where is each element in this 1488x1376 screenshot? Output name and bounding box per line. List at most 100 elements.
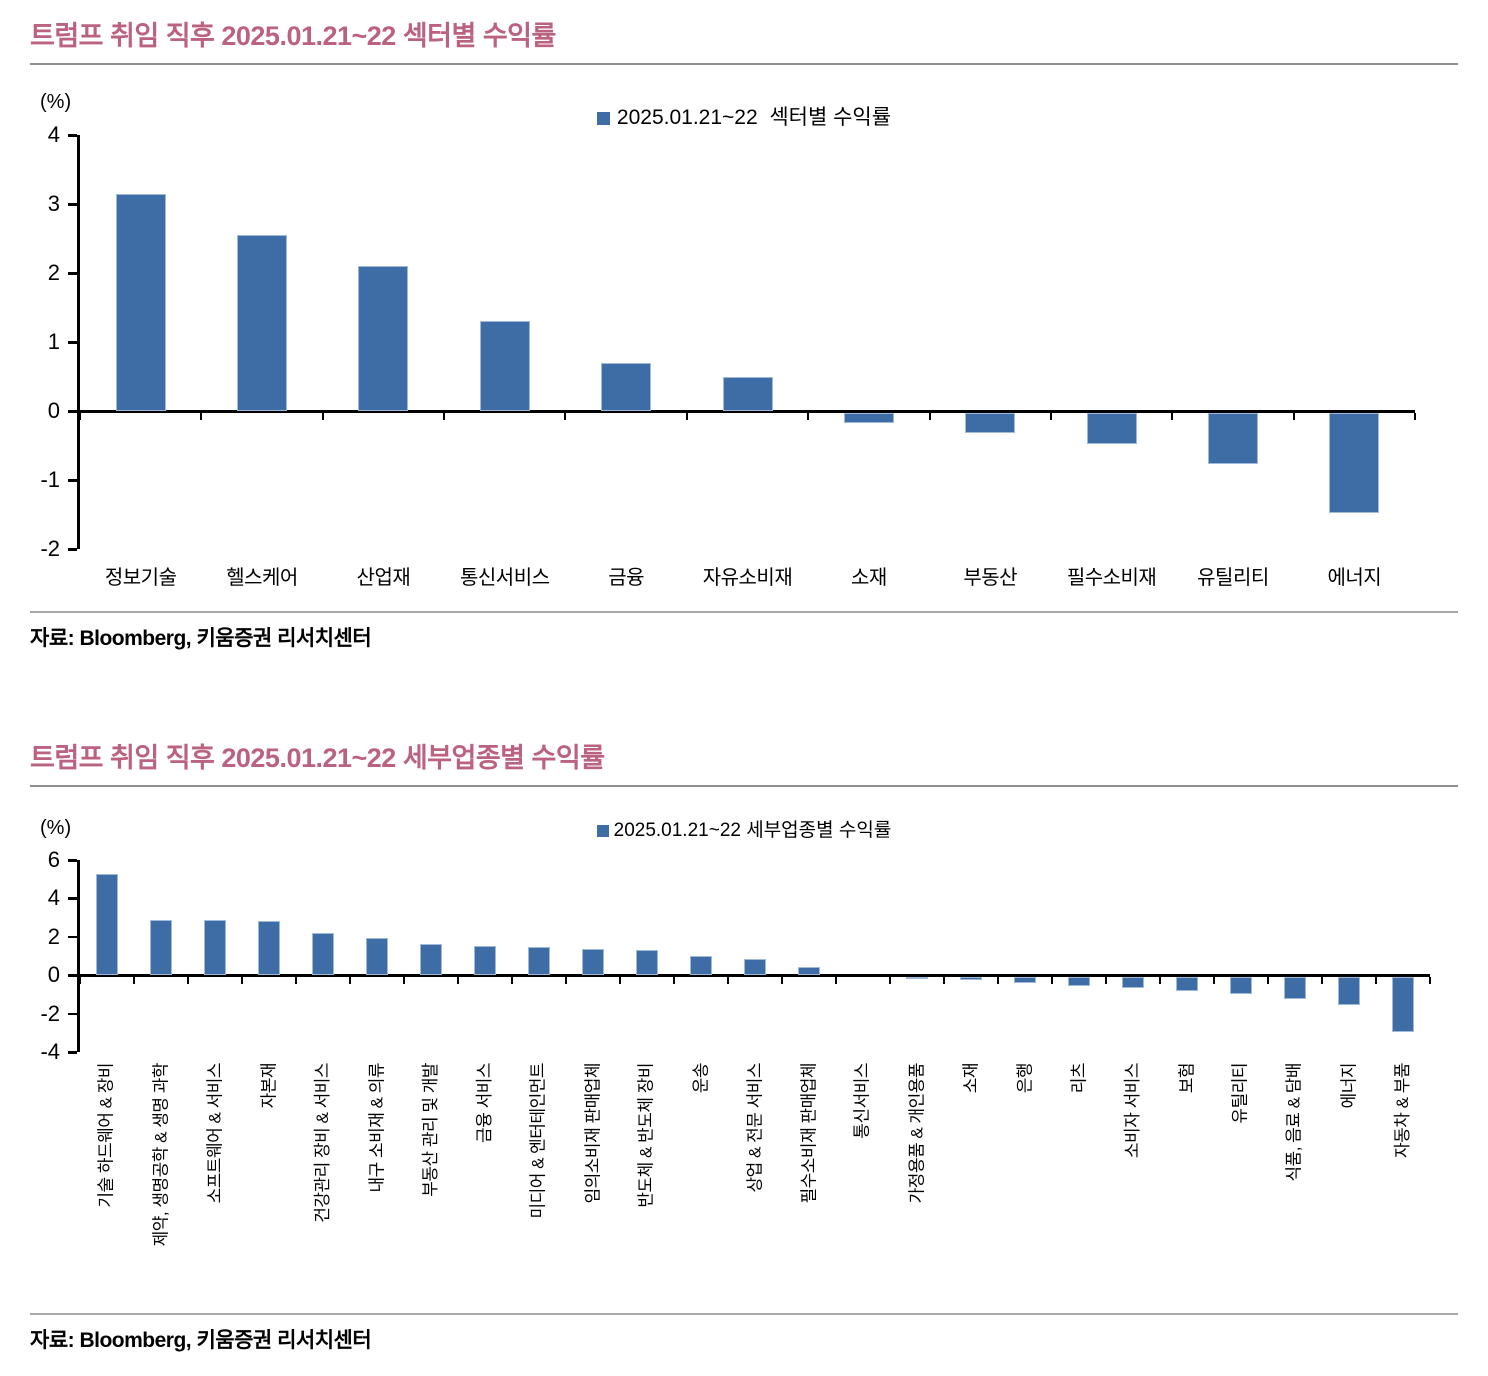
x-axis-label: 에너지 [1339,1063,1358,1109]
bar [115,193,166,411]
bar [1176,976,1198,992]
x-axis-label: 자유소비재 [702,567,793,589]
chart-bottom-divider [30,611,1458,613]
chart-bottom-divider [30,1313,1458,1315]
x-axis-tick [1213,976,1215,984]
y-axis-line [77,135,80,549]
x-axis-label: 리츠 [1069,1063,1088,1094]
y-axis-tick [68,134,77,137]
x-axis-tick [241,976,243,984]
x-axis-tick [928,412,931,420]
page-title: 트럼프 취임 직후 2025.01.21~22 세부업종별 수익률 [30,743,605,773]
y-axis-tick [68,203,77,206]
bar [150,919,172,976]
y-axis-tick-label: -4 [40,1039,60,1064]
y-axis-tick [68,1012,77,1016]
bar [1086,412,1137,444]
title-divider [30,63,1458,65]
x-axis-label: 에너지 [1327,567,1382,589]
x-axis-label: 은행 [1015,1063,1034,1094]
source-note: 자료: Bloomberg, 키움증권 리서치센터 [30,627,372,650]
x-axis-label: 임의소비재 판매업체 [583,1063,602,1204]
bar [474,946,496,976]
y-axis-tick-label: -2 [40,536,60,561]
y-axis-tick-label: 3 [47,191,60,216]
y-axis-tick-label: 4 [47,885,60,911]
x-axis-label: 소비자 서비스 [1123,1063,1142,1159]
title-divider [30,785,1458,787]
x-axis-tick [673,976,675,984]
bar [690,956,712,976]
x-axis-label: 필수소비재 [1066,567,1157,589]
x-axis-label: 금융 [608,567,645,589]
x-axis-tick [564,412,567,420]
x-axis-label: 자동차 & 부품 [1393,1063,1412,1158]
x-axis-label: 식품, 음료 & 담배 [1285,1063,1304,1182]
x-axis-label: 통신서비스 [853,1063,872,1139]
x-axis-label: 보험 [1177,1063,1196,1094]
x-axis-label: 건강관리 장비 & 서비스 [313,1063,332,1223]
x-axis-label: 상업 & 전문 서비스 [745,1063,764,1193]
bar [601,362,652,411]
page-title: 트럼프 취임 직후 2025.01.21~22 섹터별 수익률 [30,21,556,51]
bar [96,874,118,976]
x-axis-tick [1292,412,1295,420]
x-axis-label: 부동산 [963,567,1018,589]
x-axis-label: 필수소비재 판매업체 [799,1063,818,1204]
x-axis-tick [511,976,513,984]
y-axis-tick [68,897,77,900]
y-axis-tick-label: 4 [47,122,60,147]
y-axis-tick-label: 2 [47,260,60,285]
bar [965,412,1016,434]
x-axis-tick [443,412,446,420]
bar [479,321,530,411]
bar [1338,976,1360,1006]
x-axis-tick [835,976,837,984]
x-axis-tick [997,976,999,984]
legend-swatch-icon [596,825,609,837]
bar [312,932,334,976]
y-axis-tick [68,410,77,413]
x-axis-tick [727,976,729,984]
x-axis-label: 통신서비스 [460,567,550,589]
x-axis-tick [1267,976,1269,984]
bar [1284,976,1306,999]
industry-bar-chart: (%) 2025.01.21~22 세부업종별 수익률 6 4 2 0 -2 -4 기술 하… [30,813,1458,1313]
y-axis-tick [68,935,77,939]
bar [1014,976,1036,984]
y-axis-tick-label: -2 [40,1000,60,1026]
x-axis-label: 정보기술 [104,567,177,589]
x-axis-tick [349,976,351,984]
y-axis-tick-label: 0 [47,962,60,988]
y-axis-tick [68,1051,77,1054]
y-axis-tick-label: 1 [47,329,60,354]
x-axis-tick [1375,976,1377,984]
bar [906,976,928,979]
y-axis-tick-label: 0 [47,398,60,423]
y-axis-tick [68,341,77,344]
x-axis-label: 미디어 & 엔터테인먼트 [529,1063,548,1219]
x-axis-tick [943,976,945,984]
x-axis-tick [1171,412,1174,420]
x-axis-label: 운송 [691,1063,710,1094]
x-axis-label: 부동산 관리 및 개발 [421,1063,440,1197]
x-axis-line [80,409,1415,413]
y-axis-tick-label: 6 [47,847,60,872]
x-axis-tick [1429,976,1431,984]
x-axis-label: 내구 소비재 & 의류 [367,1063,386,1193]
x-axis-tick [321,412,324,420]
bar [204,920,226,976]
y-axis-unit-label: (%) [40,91,72,113]
legend-swatch-icon [596,112,610,125]
bar [960,976,982,980]
x-axis-label: 기술 하드웨어 & 장비 [97,1063,116,1208]
y-axis-tick-label: 2 [47,923,60,949]
bar [237,235,288,411]
industry-returns-section: 트럼프 취임 직후 2025.01.21~22 세부업종별 수익률 (%) 20… [30,730,1458,1354]
chart-legend: 2025.01.21~22 세부업종별 수익률 [30,815,1458,842]
bar [258,921,280,976]
bar [528,947,550,976]
bar [843,412,894,423]
x-axis-tick [403,976,405,984]
x-axis-tick [1049,412,1052,420]
